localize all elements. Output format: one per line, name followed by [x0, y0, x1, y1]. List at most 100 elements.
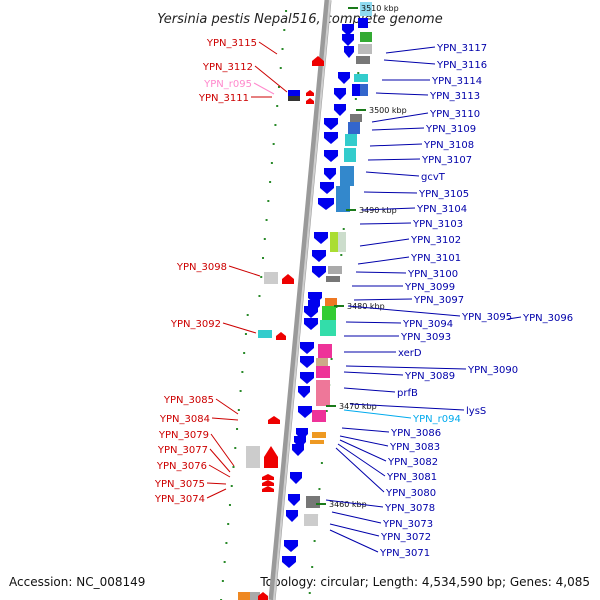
- gene-label-right[interactable]: YPN_3093: [400, 332, 451, 343]
- gene-label-right[interactable]: YPN_3094: [402, 319, 453, 330]
- label-leader: [363, 191, 418, 194]
- guide-dot: [258, 295, 261, 297]
- guide-dot: [279, 67, 282, 69]
- gene-arrow: [290, 472, 302, 478]
- gene-label-right[interactable]: gcvT: [421, 172, 446, 183]
- gene-label-right[interactable]: YPN_3082: [387, 457, 438, 468]
- gene-label-right[interactable]: YPN_3086: [390, 428, 441, 439]
- gene-box: [316, 358, 328, 366]
- guide-dot: [277, 86, 280, 88]
- guide-dot: [340, 254, 343, 256]
- gene-label-left[interactable]: YPN_3077: [157, 445, 208, 456]
- label-leaders: [206, 41, 522, 553]
- label-leader: [211, 417, 239, 421]
- label-leader: [206, 482, 227, 485]
- gene-label-left[interactable]: YPN_3084: [159, 414, 210, 425]
- gene-arrow: [312, 56, 324, 66]
- gene-label-right[interactable]: YPN_3096: [522, 313, 573, 324]
- gene-box: [238, 592, 250, 600]
- gene-label-right[interactable]: YPN_3101: [410, 253, 461, 264]
- gene-arrow: [258, 592, 268, 600]
- gene-label-left[interactable]: YPN_3098: [176, 262, 227, 273]
- gene-label-left[interactable]: YPN_3115: [206, 38, 257, 49]
- gene-label-right[interactable]: YPN_3072: [380, 532, 431, 543]
- label-leader: [345, 321, 402, 324]
- guide-dot: [308, 592, 311, 594]
- gene-box: [356, 56, 370, 64]
- label-leader: [335, 447, 385, 493]
- gene-label-right[interactable]: YPN_3078: [384, 503, 435, 514]
- label-leader: [365, 171, 420, 177]
- gene-label-right[interactable]: YPN_3095: [461, 312, 512, 323]
- gene-arrow: [304, 306, 318, 318]
- label-leader: [349, 403, 465, 411]
- gene-label-right[interactable]: YPN_r094: [412, 414, 461, 425]
- guide-dot: [357, 72, 360, 74]
- gene-arrow: [292, 444, 304, 456]
- gene-label-left[interactable]: YPN_3111: [198, 93, 249, 104]
- gene-box: [360, 2, 372, 16]
- gene-label-right[interactable]: YPN_3114: [431, 76, 482, 87]
- gene-label-right[interactable]: lysS: [466, 406, 486, 417]
- gene-label-right[interactable]: YPN_3073: [382, 519, 433, 530]
- label-leader: [355, 271, 407, 274]
- gene-label-right[interactable]: YPN_3103: [412, 219, 463, 230]
- guide-dot: [283, 29, 286, 31]
- gene-label-right[interactable]: YPN_3113: [429, 91, 480, 102]
- label-leader: [361, 207, 416, 211]
- gene-label-left[interactable]: YPN_3079: [158, 430, 209, 441]
- gene-label-right[interactable]: YPN_3108: [423, 140, 474, 151]
- gene-arrow: [288, 494, 300, 506]
- label-leader: [367, 158, 421, 161]
- kbp-label: 3470 kbp: [339, 402, 377, 411]
- gene-label-right[interactable]: YPN_3104: [416, 204, 467, 215]
- label-leader: [228, 265, 261, 277]
- gene-label-left[interactable]: YPN_3076: [156, 461, 207, 472]
- kbp-label: 3500 kbp: [369, 106, 407, 115]
- gene-box: [328, 266, 342, 274]
- gene-label-left[interactable]: YPN_r095: [203, 79, 252, 90]
- gene-box: [348, 122, 360, 134]
- gene-label-left[interactable]: YPN_3112: [202, 62, 253, 73]
- gene-label-right[interactable]: YPN_3081: [386, 472, 437, 483]
- guide-dot: [244, 333, 247, 335]
- guide-dot: [223, 561, 226, 563]
- gene-label-left[interactable]: YPN_3075: [154, 479, 205, 490]
- gene-arrow: [306, 90, 314, 96]
- gene-label-right[interactable]: YPN_3107: [421, 155, 472, 166]
- gene-label-right[interactable]: prfB: [397, 388, 418, 399]
- gene-label-right[interactable]: YPN_3080: [385, 488, 436, 499]
- gene-label-right[interactable]: YPN_3110: [429, 109, 480, 120]
- gene-label-right[interactable]: YPN_3116: [436, 60, 487, 71]
- gene-arrow: [320, 182, 334, 194]
- gene-label-right[interactable]: YPN_3089: [404, 371, 455, 382]
- guide-dot: [269, 181, 272, 183]
- gene-label-right[interactable]: YPN_3105: [418, 189, 469, 200]
- gene-arrow: [324, 150, 338, 162]
- gene-label-right[interactable]: YPN_3083: [389, 442, 440, 453]
- kbp-label: 3480 kbp: [347, 302, 385, 311]
- gene-label-right[interactable]: YPN_3097: [413, 295, 464, 306]
- gene-label-right[interactable]: YPN_3071: [379, 548, 430, 559]
- gene-label-left[interactable]: YPN_3085: [163, 395, 214, 406]
- gene-label-left[interactable]: YPN_3074: [154, 494, 205, 505]
- gene-label-right[interactable]: YPN_3100: [407, 269, 458, 280]
- gene-label-right[interactable]: YPN_3102: [410, 235, 461, 246]
- gene-label-right[interactable]: YPN_3117: [436, 43, 487, 54]
- gene-arrow: [334, 88, 346, 100]
- gene-label-right[interactable]: YPN_3090: [467, 365, 518, 376]
- label-leader: [206, 488, 227, 499]
- gene-box: [258, 330, 272, 338]
- guide-dot: [225, 542, 228, 544]
- kbp-label: 3460 kbp: [329, 500, 367, 509]
- gene-labels: YPN_3115 YPN_3112 YPN_r095 YPN_3111 YPN_3098…: [154, 38, 573, 559]
- gene-label-right[interactable]: YPN_3109: [425, 124, 476, 135]
- gene-label-right[interactable]: xerD: [398, 348, 422, 359]
- gene-label-left[interactable]: YPN_3092: [170, 319, 221, 330]
- guide-dot: [241, 371, 244, 373]
- gene-label-right[interactable]: YPN_3099: [404, 282, 455, 293]
- gene-arrow: [324, 132, 338, 144]
- gene-features: [238, 2, 372, 600]
- topology-text: Topology: circular; Length: 4,534,590 bp…: [259, 575, 590, 589]
- label-leader: [359, 222, 412, 225]
